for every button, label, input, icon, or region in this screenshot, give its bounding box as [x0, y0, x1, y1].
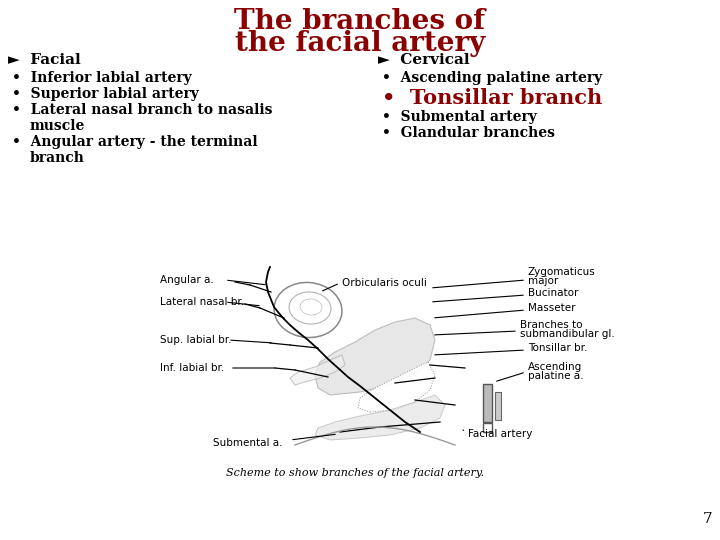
Text: palatine a.: palatine a. — [528, 371, 583, 381]
Text: The branches of: The branches of — [235, 8, 485, 35]
Polygon shape — [290, 355, 345, 385]
Text: Tonsillar br.: Tonsillar br. — [528, 343, 588, 353]
Text: branch: branch — [30, 151, 85, 165]
Text: Sup. labial br.: Sup. labial br. — [160, 335, 232, 345]
Text: Submental a.: Submental a. — [213, 438, 282, 448]
Text: 7: 7 — [703, 512, 712, 526]
Text: •  Angular artery - the terminal: • Angular artery - the terminal — [12, 135, 258, 149]
Text: major: major — [528, 276, 558, 286]
Text: Ascending: Ascending — [528, 362, 582, 372]
Text: the facial artery: the facial artery — [235, 30, 485, 57]
Text: Zygomaticus: Zygomaticus — [528, 267, 595, 277]
Text: ►  Facial: ► Facial — [8, 53, 81, 67]
Bar — [483, 384, 492, 422]
Text: Branches to: Branches to — [520, 320, 582, 330]
Text: •  Inferior labial artery: • Inferior labial artery — [12, 71, 192, 85]
Text: Facial artery: Facial artery — [468, 429, 532, 439]
Bar — [483, 423, 492, 432]
Text: ►  Cervical: ► Cervical — [378, 53, 469, 67]
Text: •  Glandular branches: • Glandular branches — [382, 126, 555, 140]
Text: Orbicularis oculi: Orbicularis oculi — [342, 278, 427, 288]
Text: •  Submental artery: • Submental artery — [382, 110, 537, 124]
Text: muscle: muscle — [30, 119, 86, 133]
Text: Inf. labial br.: Inf. labial br. — [160, 363, 224, 373]
Text: •  Lateral nasal branch to nasalis: • Lateral nasal branch to nasalis — [12, 103, 272, 117]
Polygon shape — [358, 362, 435, 412]
Text: •  Ascending palatine artery: • Ascending palatine artery — [382, 71, 602, 85]
Text: Bucinator: Bucinator — [528, 288, 578, 298]
Polygon shape — [315, 395, 445, 440]
Text: •  Tonsillar branch: • Tonsillar branch — [382, 88, 602, 108]
Text: •  Superior labial artery: • Superior labial artery — [12, 87, 199, 101]
Bar — [495, 392, 501, 420]
Text: Angular a.: Angular a. — [160, 275, 214, 285]
Text: Masseter: Masseter — [528, 303, 575, 313]
Text: Lateral nasal br.: Lateral nasal br. — [160, 297, 244, 307]
Text: submandibular gl.: submandibular gl. — [520, 329, 615, 339]
Text: Scheme to show branches of the facial artery.: Scheme to show branches of the facial ar… — [226, 468, 484, 478]
Polygon shape — [315, 318, 435, 395]
